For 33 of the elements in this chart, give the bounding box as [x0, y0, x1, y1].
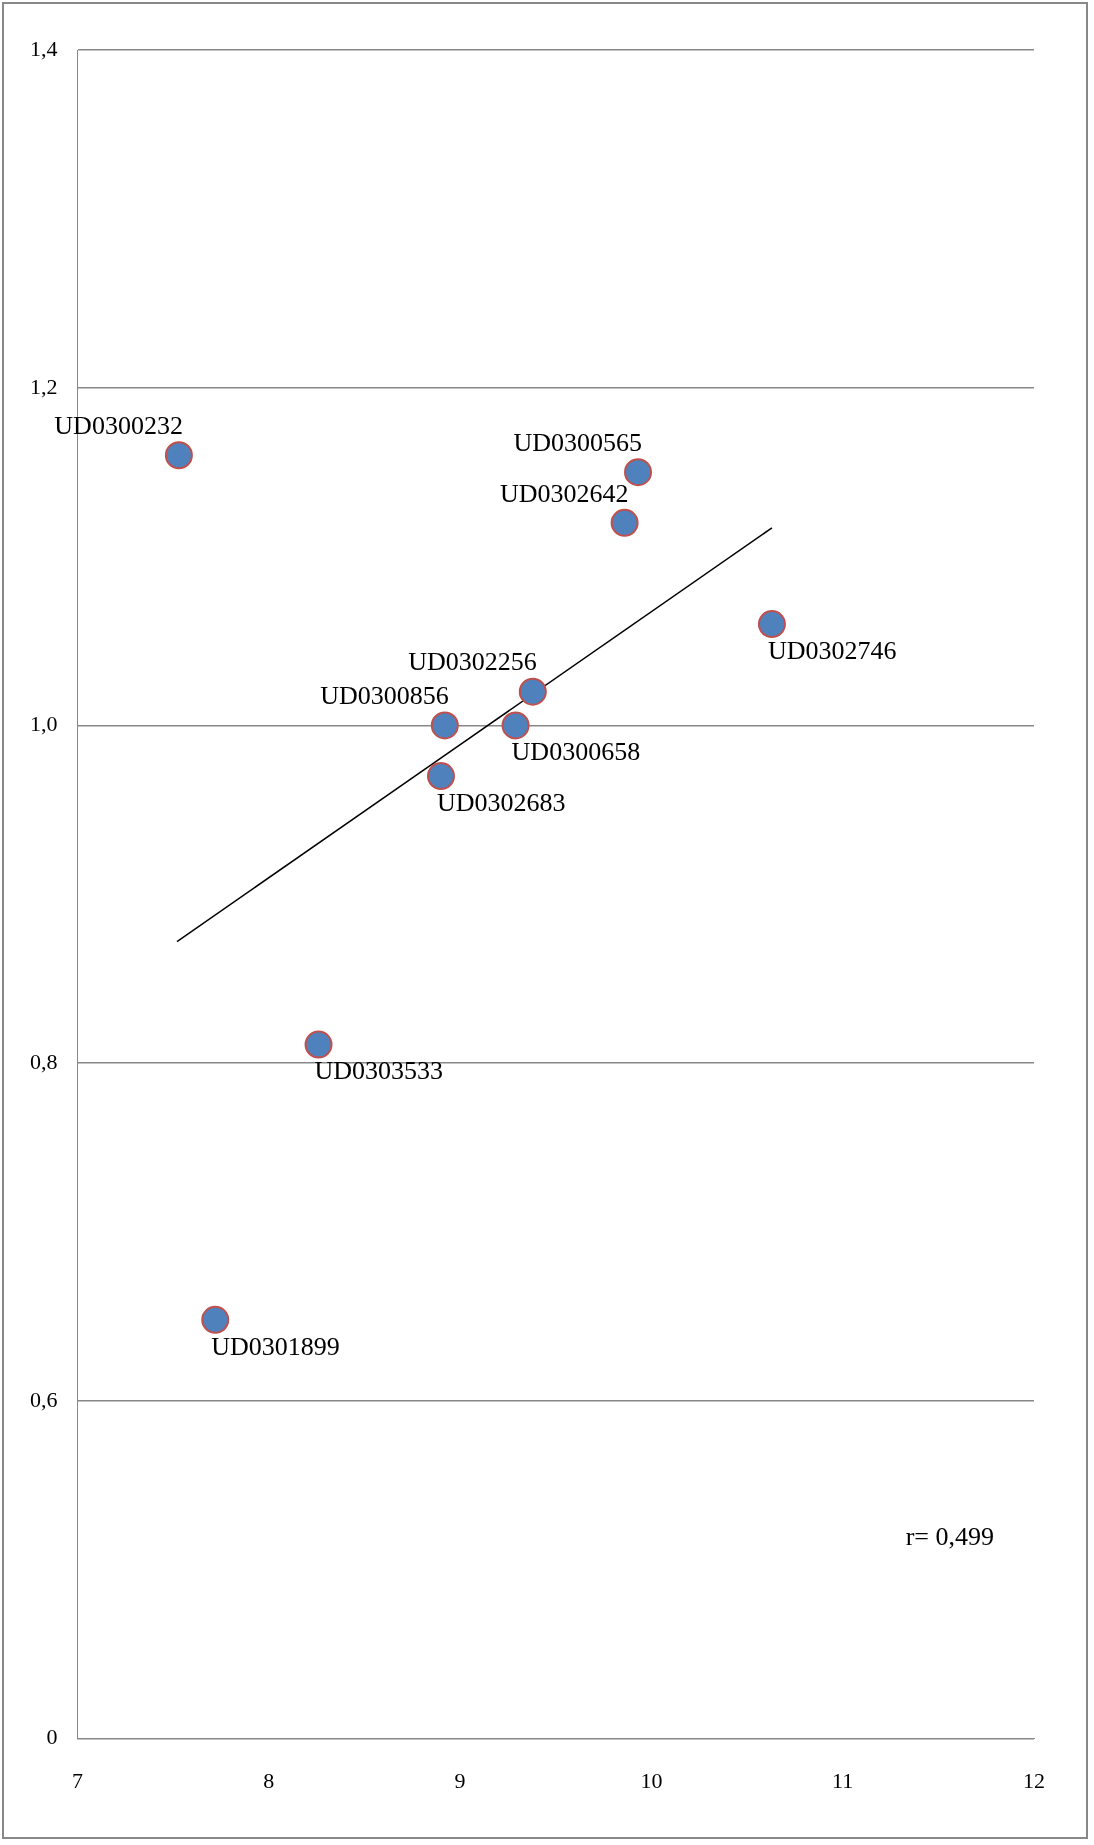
- annotation: UD0300565: [513, 427, 643, 457]
- annotation: UD0301899: [211, 1331, 340, 1361]
- annotation: r= 0,499: [905, 1522, 994, 1552]
- point: [518, 677, 547, 706]
- y-tick-label: 0,8: [30, 1048, 58, 1074]
- annotation: UD0300232: [54, 411, 183, 441]
- y-tick-label: 0: [46, 1724, 58, 1750]
- annotation: UD0302256: [408, 647, 537, 677]
- x-tick-label: 11: [832, 1767, 854, 1793]
- x-tick-label: 8: [263, 1767, 275, 1793]
- point: [164, 441, 193, 470]
- annotation: UD0300856: [320, 681, 449, 711]
- annotation: UD0303533: [314, 1056, 444, 1086]
- x-tick-label: 10: [640, 1767, 663, 1793]
- y-tick-label: 1,4: [30, 35, 58, 61]
- y-tick-label: 1,2: [30, 373, 58, 399]
- point: [426, 762, 455, 791]
- point: [430, 711, 459, 740]
- annotation: UD0302642: [500, 478, 629, 508]
- point: [501, 711, 530, 740]
- y-tick-label: 1,0: [30, 711, 58, 737]
- point: [757, 610, 786, 639]
- annotation: UD0300658: [511, 737, 641, 767]
- y-tick-label: 0,6: [30, 1386, 58, 1412]
- annotation: UD0302746: [767, 635, 897, 665]
- x-tick-label: 9: [454, 1767, 466, 1793]
- point: [610, 508, 639, 537]
- point: [624, 458, 653, 487]
- annotation: UD0302683: [436, 787, 566, 817]
- x-tick-label: 12: [1023, 1767, 1045, 1793]
- x-tick-label: 7: [72, 1767, 83, 1793]
- point: [201, 1305, 230, 1334]
- point: [304, 1030, 333, 1059]
